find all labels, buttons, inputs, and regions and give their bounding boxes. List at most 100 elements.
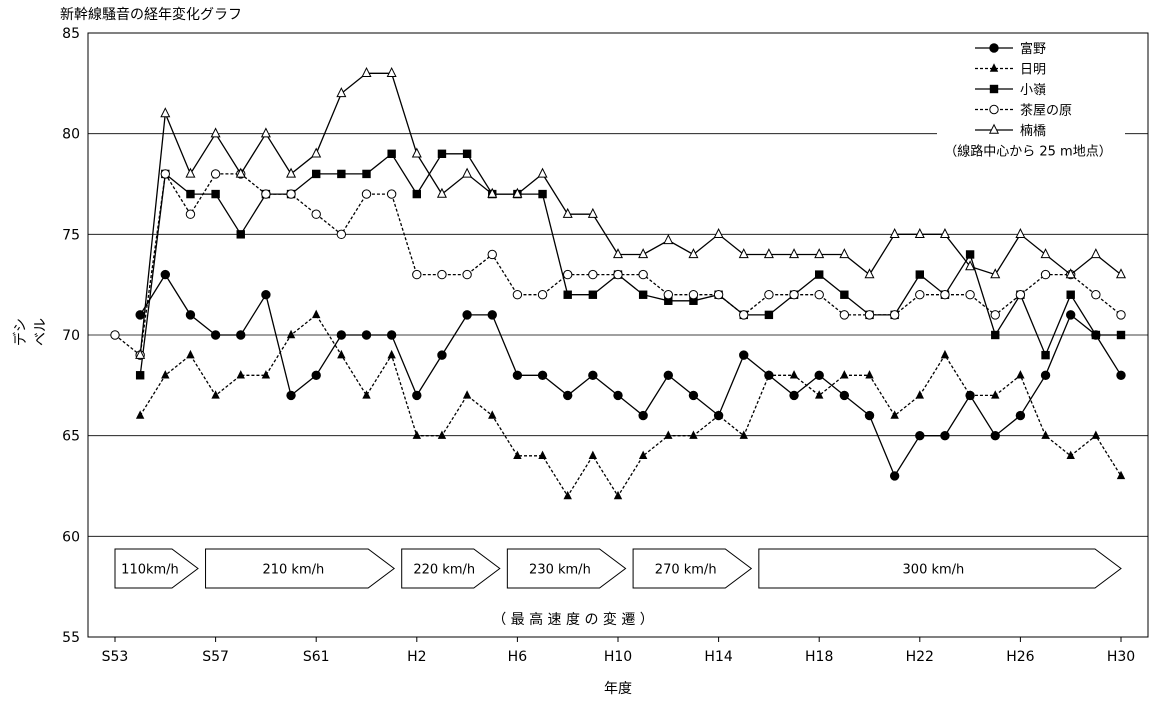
data-point (361, 189, 372, 199)
x-tick-label: H18 (805, 649, 833, 665)
legend-label: 日明 (1020, 63, 1046, 78)
data-point (261, 290, 271, 300)
data-point (738, 248, 749, 259)
series-富野 (135, 269, 1126, 481)
speed-band-arrow (401, 548, 501, 589)
data-point (135, 348, 146, 359)
x-tick-label: H6 (508, 649, 528, 665)
data-point (437, 269, 447, 280)
data-point (664, 430, 673, 439)
data-point (889, 471, 900, 481)
data-point (387, 149, 396, 158)
data-point (286, 189, 296, 199)
data-point (562, 207, 573, 218)
data-point (663, 290, 673, 300)
data-point (336, 330, 347, 340)
data-point (537, 290, 548, 300)
speed-band-arrow (758, 548, 1122, 589)
data-point (1116, 370, 1126, 380)
data-point (210, 169, 221, 179)
data-point (588, 269, 598, 280)
data-point (814, 290, 824, 300)
legend-marker-group (989, 84, 999, 94)
speed-band-label: 300 km/h (903, 563, 965, 578)
data-point (1015, 228, 1026, 239)
data-point (437, 350, 447, 360)
speed-band-arrow (506, 548, 627, 589)
x-axis-label: 年度 (604, 681, 632, 697)
data-point (185, 209, 196, 219)
data-point (1040, 248, 1051, 259)
data-point (587, 207, 598, 218)
speed-caption: （ 最 高 速 度 の 変 遷 ） (492, 611, 654, 628)
data-point (1041, 430, 1050, 439)
data-point (1015, 290, 1026, 300)
data-point (1116, 310, 1126, 320)
data-point (1066, 290, 1075, 299)
data-point (412, 269, 422, 280)
data-point (915, 270, 924, 279)
y-tick-label: 80 (62, 127, 80, 143)
y-tick-label: 55 (62, 630, 80, 646)
data-point (664, 296, 673, 305)
data-point (336, 229, 347, 240)
data-point (815, 390, 824, 399)
data-point (186, 189, 195, 199)
data-point (311, 147, 322, 158)
data-point (739, 430, 748, 439)
data-point (865, 370, 874, 379)
data-point (588, 370, 598, 380)
data-point (336, 87, 347, 98)
data-point (940, 430, 950, 441)
data-point (789, 290, 799, 300)
data-point (815, 270, 824, 279)
data-point (488, 410, 497, 419)
data-point (1090, 248, 1101, 259)
data-point (362, 390, 371, 399)
data-point (1015, 410, 1026, 421)
data-point (739, 350, 749, 360)
data-point (613, 490, 623, 500)
speed-band-arrow (114, 548, 199, 589)
data-point (538, 450, 547, 459)
data-point (412, 390, 422, 401)
data-point (915, 390, 924, 399)
data-point (160, 107, 171, 118)
x-tick-label: H2 (407, 649, 426, 665)
data-point (1091, 290, 1101, 300)
series-楠橋 (135, 66, 1127, 359)
data-point (989, 104, 999, 115)
data-point (1066, 310, 1076, 320)
data-point (512, 370, 523, 380)
data-point (462, 269, 472, 280)
speed-band-label: 230 km/h (529, 563, 591, 578)
data-point (889, 228, 900, 239)
y-tick-label: 65 (62, 429, 80, 445)
legend-label: 茶屋の原 (1020, 103, 1072, 119)
data-point (789, 370, 799, 379)
data-point (286, 329, 296, 339)
data-point (939, 228, 950, 239)
data-point (965, 290, 975, 300)
data-point (337, 349, 346, 359)
data-point (563, 290, 572, 299)
data-point (990, 310, 1000, 320)
data-point (764, 290, 774, 300)
data-point (764, 370, 774, 379)
legend-note: （線路中心から 25 m地点） (944, 144, 1111, 160)
data-point (688, 290, 699, 300)
data-point (235, 167, 246, 178)
data-point (814, 248, 825, 259)
data-point (714, 410, 723, 419)
legend-marker-group (989, 104, 999, 115)
data-point (412, 189, 421, 199)
data-point (311, 209, 321, 219)
data-point (563, 490, 572, 500)
data-point (512, 290, 523, 300)
x-tick-label: S61 (303, 649, 330, 665)
data-point (337, 169, 346, 179)
data-point (211, 189, 220, 199)
series-line (139, 313, 1122, 498)
legend-label: 富野 (1020, 41, 1046, 57)
